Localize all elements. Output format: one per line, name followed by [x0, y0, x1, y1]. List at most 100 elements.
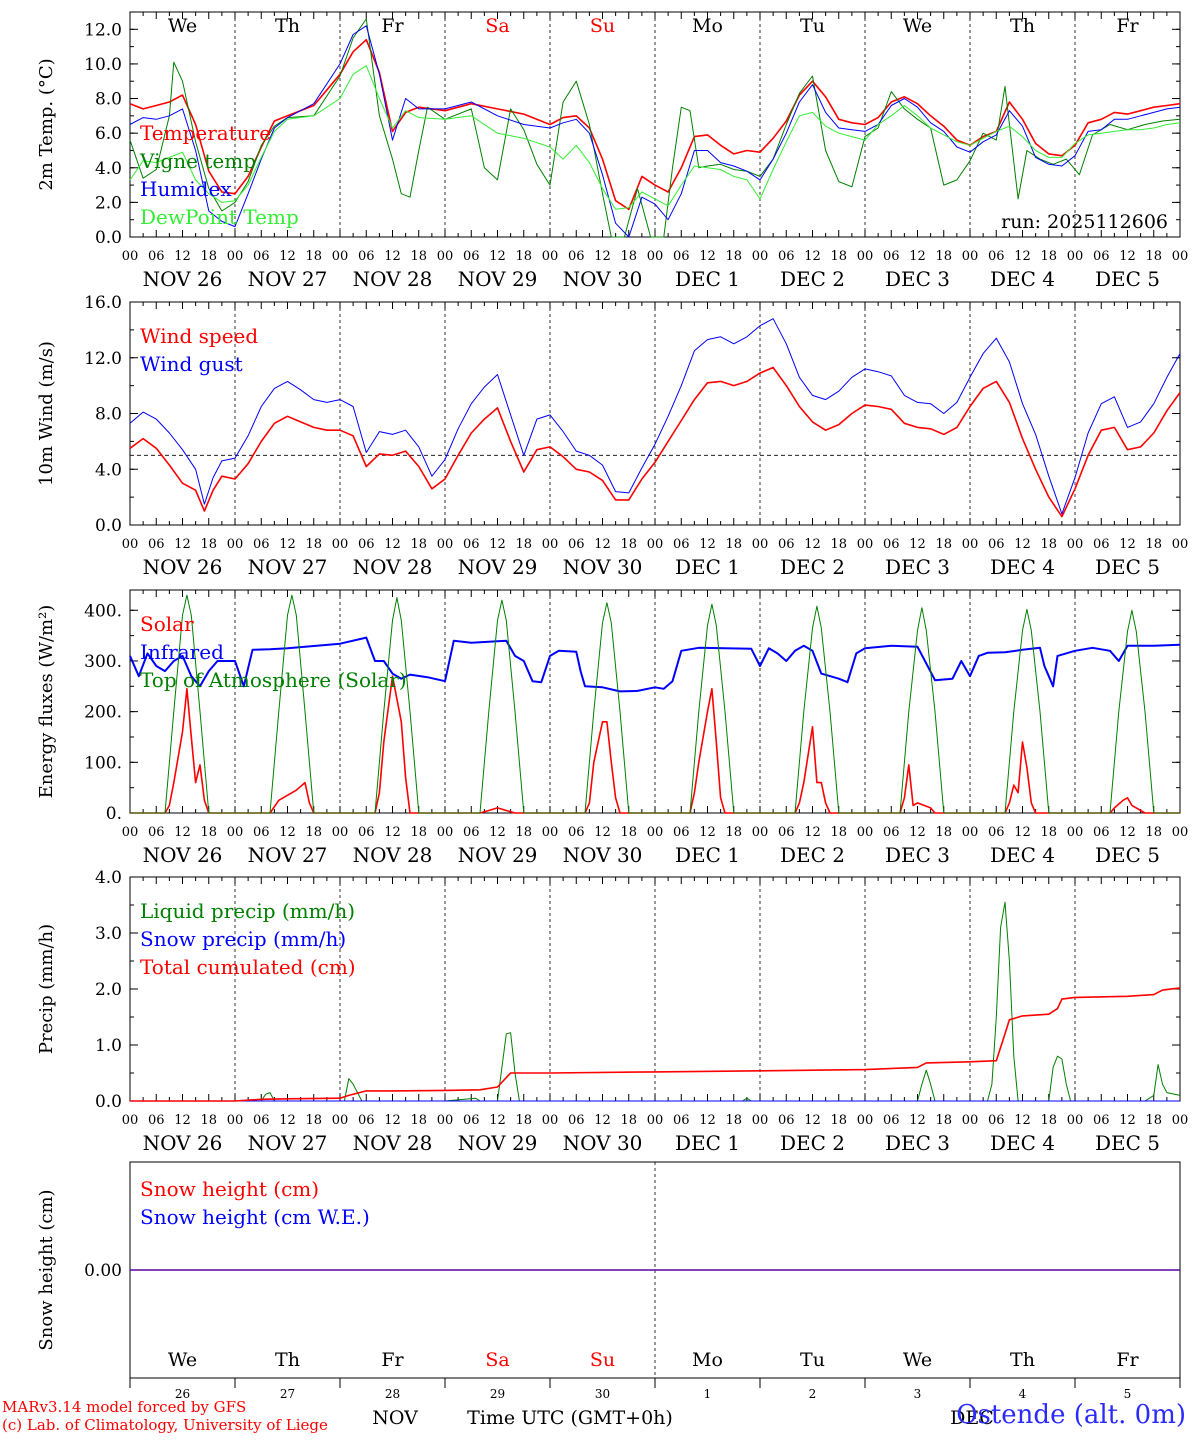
hour-tick-label: 00 [1067, 825, 1084, 840]
hour-tick-label: 18 [830, 825, 847, 840]
y-axis-label: 10m Wind (m/s) [36, 341, 57, 486]
hour-tick-label: 06 [358, 1113, 375, 1128]
hour-tick-label: 12 [1119, 1113, 1136, 1128]
y-tick-label: 200. [84, 703, 122, 723]
hour-tick-label: 18 [1145, 1113, 1162, 1128]
day-name: Fr [381, 1349, 404, 1371]
hour-tick-label: 00 [332, 1113, 349, 1128]
hour-tick-label: 18 [725, 537, 742, 552]
hour-tick-label: 18 [620, 1113, 637, 1128]
day-name: We [903, 15, 932, 37]
day-number: 28 [385, 1387, 400, 1401]
hour-tick-label: 06 [778, 825, 795, 840]
y-axis-label: Precip (mm/h) [36, 924, 57, 1054]
hour-tick-label: 00 [857, 1113, 874, 1128]
y-tick-label: 0. [106, 804, 122, 824]
hour-tick-label: 12 [909, 537, 926, 552]
legend-entry: Wind gust [140, 352, 243, 376]
hour-tick-label: 06 [883, 825, 900, 840]
day-name: We [903, 1349, 932, 1371]
legend-entry: Snow height (cm) [140, 1177, 319, 1201]
day-name: Mo [692, 1349, 723, 1371]
y-tick-label: 4.0 [95, 460, 122, 480]
day-number: 3 [914, 1387, 922, 1401]
hour-tick-label: 18 [725, 1113, 742, 1128]
hour-tick-label: 00 [542, 825, 559, 840]
hour-tick-label: 12 [174, 537, 191, 552]
series-line-wind-speed [129, 366, 1181, 518]
y-tick-label: 3.0 [95, 924, 122, 944]
day-name: Sa [485, 1349, 509, 1371]
date-label: DEC 4 [990, 267, 1055, 291]
hour-tick-label: 06 [1093, 1113, 1110, 1128]
hour-tick-label: 12 [279, 537, 296, 552]
hour-tick-label: 00 [1172, 1113, 1189, 1128]
hour-tick-label: 00 [1067, 537, 1084, 552]
legend-entry: Total cumulated (cm) [140, 955, 356, 979]
hour-tick-label: 06 [148, 249, 165, 264]
hour-tick-label: 12 [804, 1113, 821, 1128]
hour-tick-label: 18 [305, 1113, 322, 1128]
day-name: Tu [800, 1349, 825, 1371]
date-label: DEC 4 [990, 843, 1055, 867]
hour-tick-label: 06 [148, 825, 165, 840]
date-label: DEC 4 [990, 555, 1055, 579]
hour-tick-label: 18 [725, 249, 742, 264]
hour-tick-label: 00 [647, 537, 664, 552]
hour-tick-label: 00 [332, 537, 349, 552]
hour-tick-label: 06 [883, 249, 900, 264]
series-line-dewpoint-temp [129, 65, 1181, 210]
date-label: DEC 3 [885, 1131, 950, 1155]
hour-tick-label: 18 [935, 537, 952, 552]
hour-tick-label: 06 [1093, 537, 1110, 552]
hour-tick-label: 06 [673, 825, 690, 840]
hour-tick-label: 18 [200, 249, 217, 264]
day-number: 5 [1124, 1387, 1132, 1401]
hour-tick-label: 12 [699, 537, 716, 552]
day-name: Su [590, 1349, 615, 1371]
hour-tick-label: 00 [542, 249, 559, 264]
hour-tick-label: 06 [568, 825, 585, 840]
y-tick-label: 4.0 [95, 159, 122, 179]
legend-entry: Snow height (cm W.E.) [140, 1205, 370, 1229]
hour-tick-label: 18 [620, 249, 637, 264]
hour-tick-label: 00 [752, 249, 769, 264]
date-label: DEC 1 [675, 843, 740, 867]
hour-tick-label: 06 [148, 537, 165, 552]
day-name: Fr [1116, 1349, 1139, 1371]
day-name: Sa [485, 15, 509, 37]
date-label: DEC 2 [780, 1131, 845, 1155]
hour-tick-label: 18 [1040, 249, 1057, 264]
day-name: Fr [1116, 15, 1139, 37]
hour-tick-label: 12 [489, 249, 506, 264]
legend-entry: Humidex [140, 177, 232, 201]
time-axis-title: Time UTC (GMT+0h) [467, 1407, 673, 1429]
hour-tick-label: 18 [515, 537, 532, 552]
date-label: NOV 29 [458, 843, 538, 867]
model-line: MARv3.14 model forced by GFS [2, 1398, 247, 1416]
day-name: Th [1010, 15, 1035, 37]
y-tick-label: 0.00 [84, 1261, 122, 1281]
hour-tick-label: 06 [673, 537, 690, 552]
hour-tick-label: 12 [1014, 249, 1031, 264]
series-line-wind-gust [129, 318, 1181, 515]
station-name: Ostende (alt. 0m) [956, 1400, 1186, 1430]
hour-tick-label: 12 [174, 825, 191, 840]
hour-tick-label: 12 [909, 825, 926, 840]
hour-tick-label: 12 [384, 537, 401, 552]
hour-tick-label: 00 [227, 1113, 244, 1128]
hour-tick-label: 06 [1093, 249, 1110, 264]
date-label: DEC 5 [1095, 555, 1160, 579]
date-label: NOV 29 [458, 267, 538, 291]
day-number: 2 [809, 1387, 817, 1401]
date-label: NOV 29 [458, 555, 538, 579]
hour-tick-label: 12 [699, 1113, 716, 1128]
hour-tick-label: 00 [752, 1113, 769, 1128]
date-label: DEC 2 [780, 843, 845, 867]
hour-tick-label: 06 [778, 1113, 795, 1128]
legend-entry: Vigne temp [139, 149, 256, 173]
hour-tick-label: 06 [568, 537, 585, 552]
hour-tick-label: 00 [122, 249, 139, 264]
hour-tick-label: 00 [857, 249, 874, 264]
y-tick-label: 2.0 [95, 980, 122, 1000]
